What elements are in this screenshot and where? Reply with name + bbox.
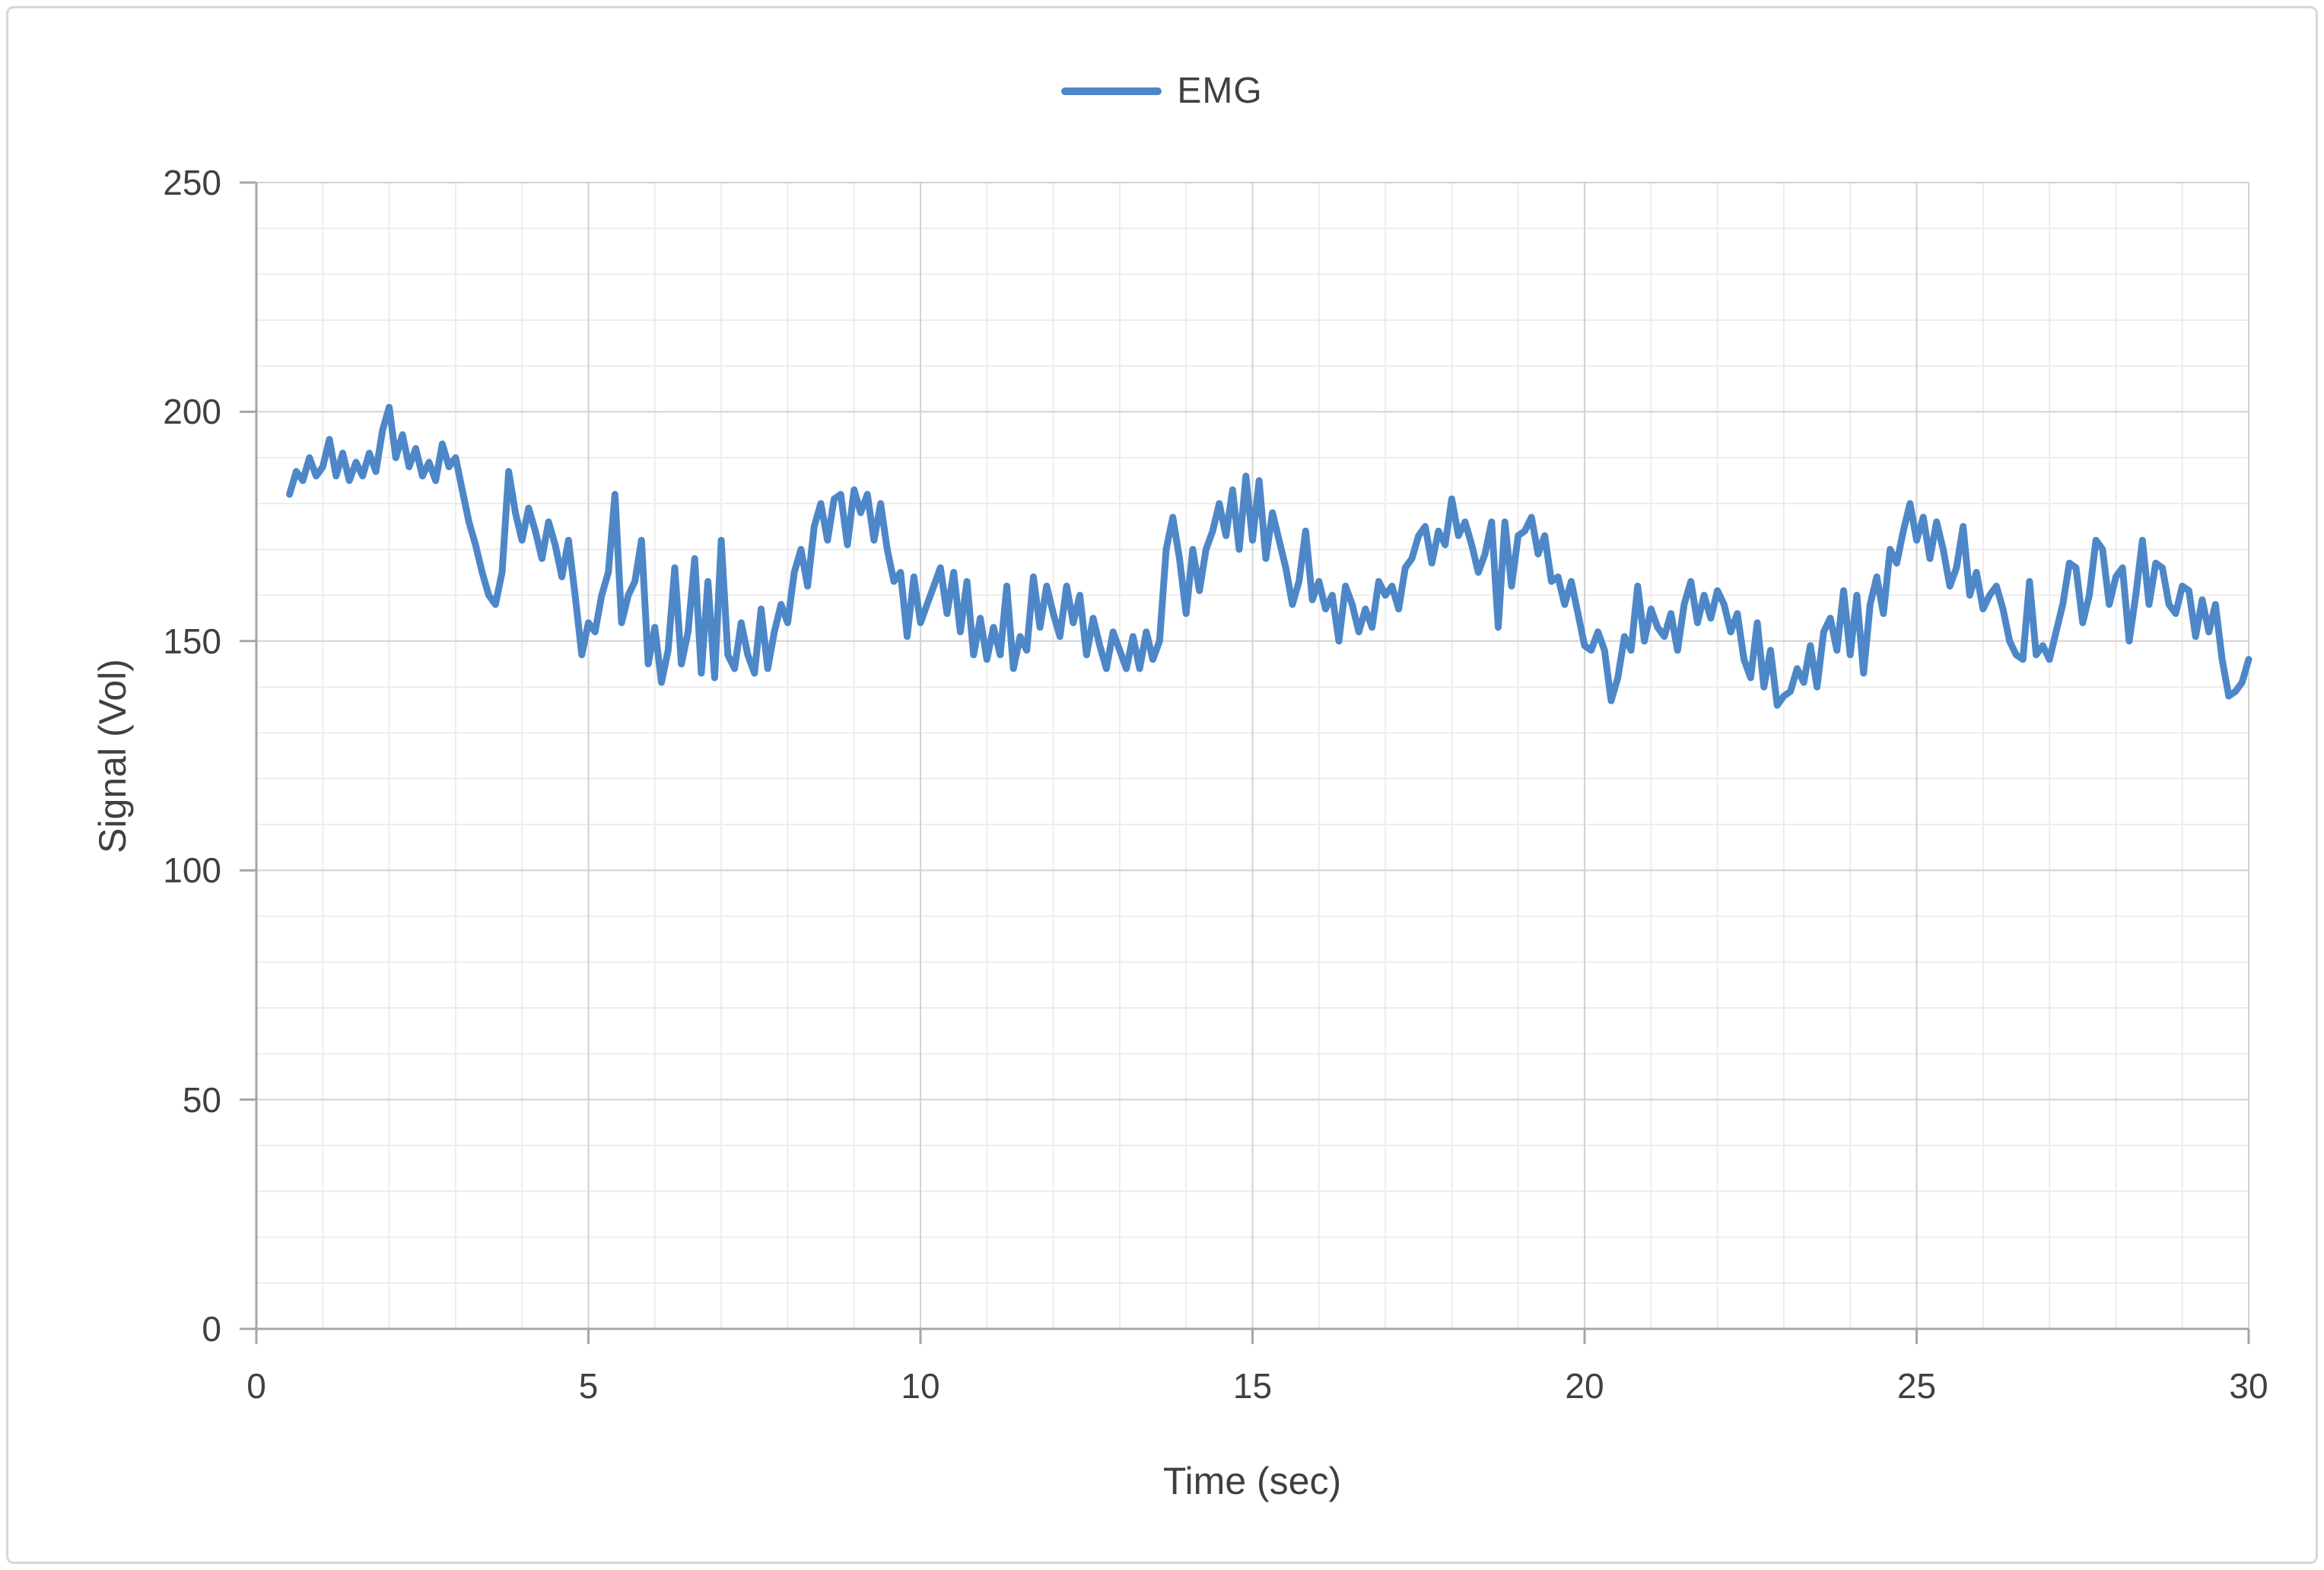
y-axis-title: Signal (Vol): [91, 659, 134, 853]
y-tick-label: 0: [202, 1309, 221, 1349]
y-tick-label: 250: [163, 163, 221, 202]
legend-series-label: EMG: [1177, 71, 1263, 111]
x-tick-label: 25: [1896, 1366, 1937, 1406]
y-tick-label: 50: [182, 1079, 221, 1120]
x-axis-title: Time (sec): [1162, 1460, 1342, 1502]
x-tick-label: 30: [2229, 1366, 2268, 1406]
legend-line-swatch: [1061, 87, 1162, 95]
emg-series-line: [286, 403, 2252, 709]
y-tick-label: 100: [163, 850, 221, 891]
y-tick-label: 150: [163, 621, 221, 661]
x-tick-label: 15: [1232, 1366, 1273, 1406]
x-tick-label: 10: [901, 1366, 940, 1406]
x-tick-label: 5: [578, 1366, 599, 1406]
x-tick-label: 0: [246, 1366, 266, 1406]
y-tick-label: 200: [163, 392, 221, 432]
x-tick-label: 20: [1565, 1366, 1604, 1406]
legend: EMG: [0, 70, 2324, 112]
